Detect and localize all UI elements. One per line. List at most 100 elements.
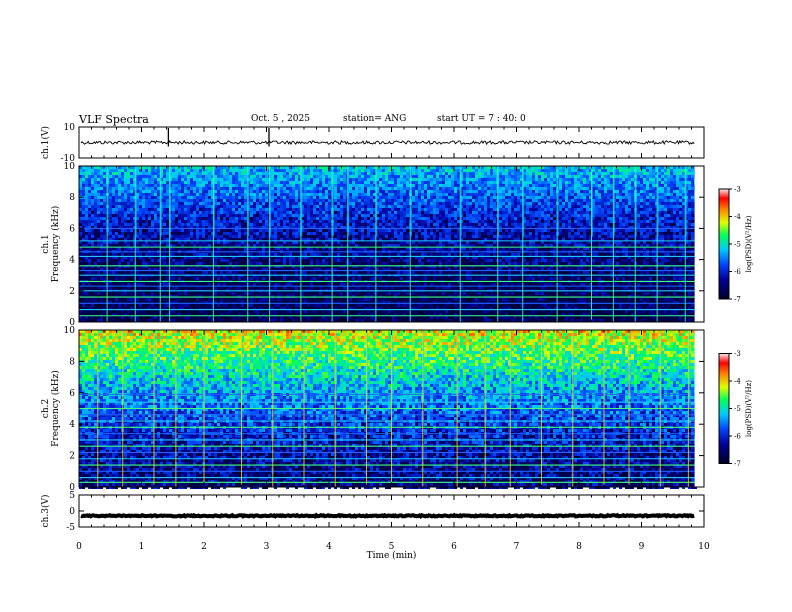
psd-cell [673, 199, 676, 202]
psd-cell [388, 232, 391, 235]
psd-cell [622, 178, 625, 181]
psd-cell [442, 181, 445, 184]
psd-cell [256, 169, 259, 172]
psd-cell [151, 205, 154, 208]
psd-cell [151, 214, 154, 217]
psd-cell [85, 223, 88, 226]
psd-cell [373, 169, 376, 172]
psd-cell [265, 199, 268, 202]
psd-cell [631, 196, 634, 199]
psd-cell [448, 190, 451, 193]
psd-cell [319, 238, 322, 241]
psd-cell [424, 193, 427, 196]
psd-cell [199, 211, 202, 214]
psd-cell [520, 205, 523, 208]
psd-cell [277, 205, 280, 208]
psd-cell [568, 229, 571, 232]
psd-cell [451, 181, 454, 184]
psd-cell [142, 196, 145, 199]
psd-cell [109, 214, 112, 217]
psd-cell [589, 187, 592, 190]
psd-cell [562, 208, 565, 211]
psd-cell [511, 217, 514, 220]
psd-cell [538, 235, 541, 238]
psd-cell [301, 166, 304, 169]
psd-cell [91, 217, 94, 220]
psd-cell [118, 166, 121, 169]
psd-cell [643, 217, 646, 220]
psd-cell [193, 211, 196, 214]
psd-cell [88, 190, 91, 193]
psd-cell [511, 199, 514, 202]
psd-cell [142, 205, 145, 208]
psd-cell [94, 223, 97, 226]
psd-cell [334, 214, 337, 217]
psd-cell [139, 232, 142, 235]
psd-cell [553, 178, 556, 181]
psd-cell [502, 193, 505, 196]
psd-cell [304, 184, 307, 187]
psd-cell [427, 232, 430, 235]
psd-cell [454, 211, 457, 214]
psd-cell [562, 223, 565, 226]
psd-cell [487, 220, 490, 223]
psd-cell [640, 187, 643, 190]
psd-cell [184, 229, 187, 232]
psd-cell [397, 220, 400, 223]
psd-cell [136, 190, 139, 193]
psd-cell [118, 196, 121, 199]
psd-cell [112, 235, 115, 238]
psd-cell [301, 193, 304, 196]
psd-cell [541, 226, 544, 229]
psd-cell [514, 196, 517, 199]
psd-cell [250, 190, 253, 193]
psd-cell [181, 172, 184, 175]
psd-cell [472, 220, 475, 223]
psd-cell [676, 181, 679, 184]
psd-cell [115, 229, 118, 232]
psd-cell [136, 214, 139, 217]
psd-cell [445, 178, 448, 181]
psd-cell [271, 211, 274, 214]
psd-cell [451, 166, 454, 169]
psd-cell [316, 181, 319, 184]
psd-cell [253, 193, 256, 196]
psd-cell [631, 166, 634, 169]
psd-cell [442, 199, 445, 202]
psd-cell [490, 190, 493, 193]
psd-cell [559, 193, 562, 196]
psd-cell [664, 172, 667, 175]
psd-cell [376, 220, 379, 223]
psd-cell [631, 172, 634, 175]
psd-cell [595, 175, 598, 178]
psd-cell [232, 214, 235, 217]
psd-cell [337, 217, 340, 220]
psd-cell [220, 211, 223, 214]
psd-cell [610, 193, 613, 196]
psd-cell [337, 214, 340, 217]
psd-cell [628, 190, 631, 193]
psd-cell [406, 190, 409, 193]
psd-cell [631, 187, 634, 190]
psd-cell [181, 205, 184, 208]
psd-cell [304, 196, 307, 199]
psd-cell [529, 169, 532, 172]
psd-cell [523, 235, 526, 238]
psd-cell [370, 205, 373, 208]
psd-cell [361, 172, 364, 175]
psd-cell [304, 181, 307, 184]
psd-cell [319, 235, 322, 238]
psd-cell [640, 205, 643, 208]
psd-cell [595, 187, 598, 190]
psd-cell [538, 229, 541, 232]
psd-cell [493, 208, 496, 211]
psd-cell [91, 166, 94, 169]
psd-cell [529, 202, 532, 205]
psd-cell [145, 196, 148, 199]
psd-cell [466, 184, 469, 187]
psd-cell [673, 175, 676, 178]
psd-cell [427, 199, 430, 202]
psd-cell [472, 190, 475, 193]
psd-cell [235, 193, 238, 196]
psd-cell [205, 193, 208, 196]
